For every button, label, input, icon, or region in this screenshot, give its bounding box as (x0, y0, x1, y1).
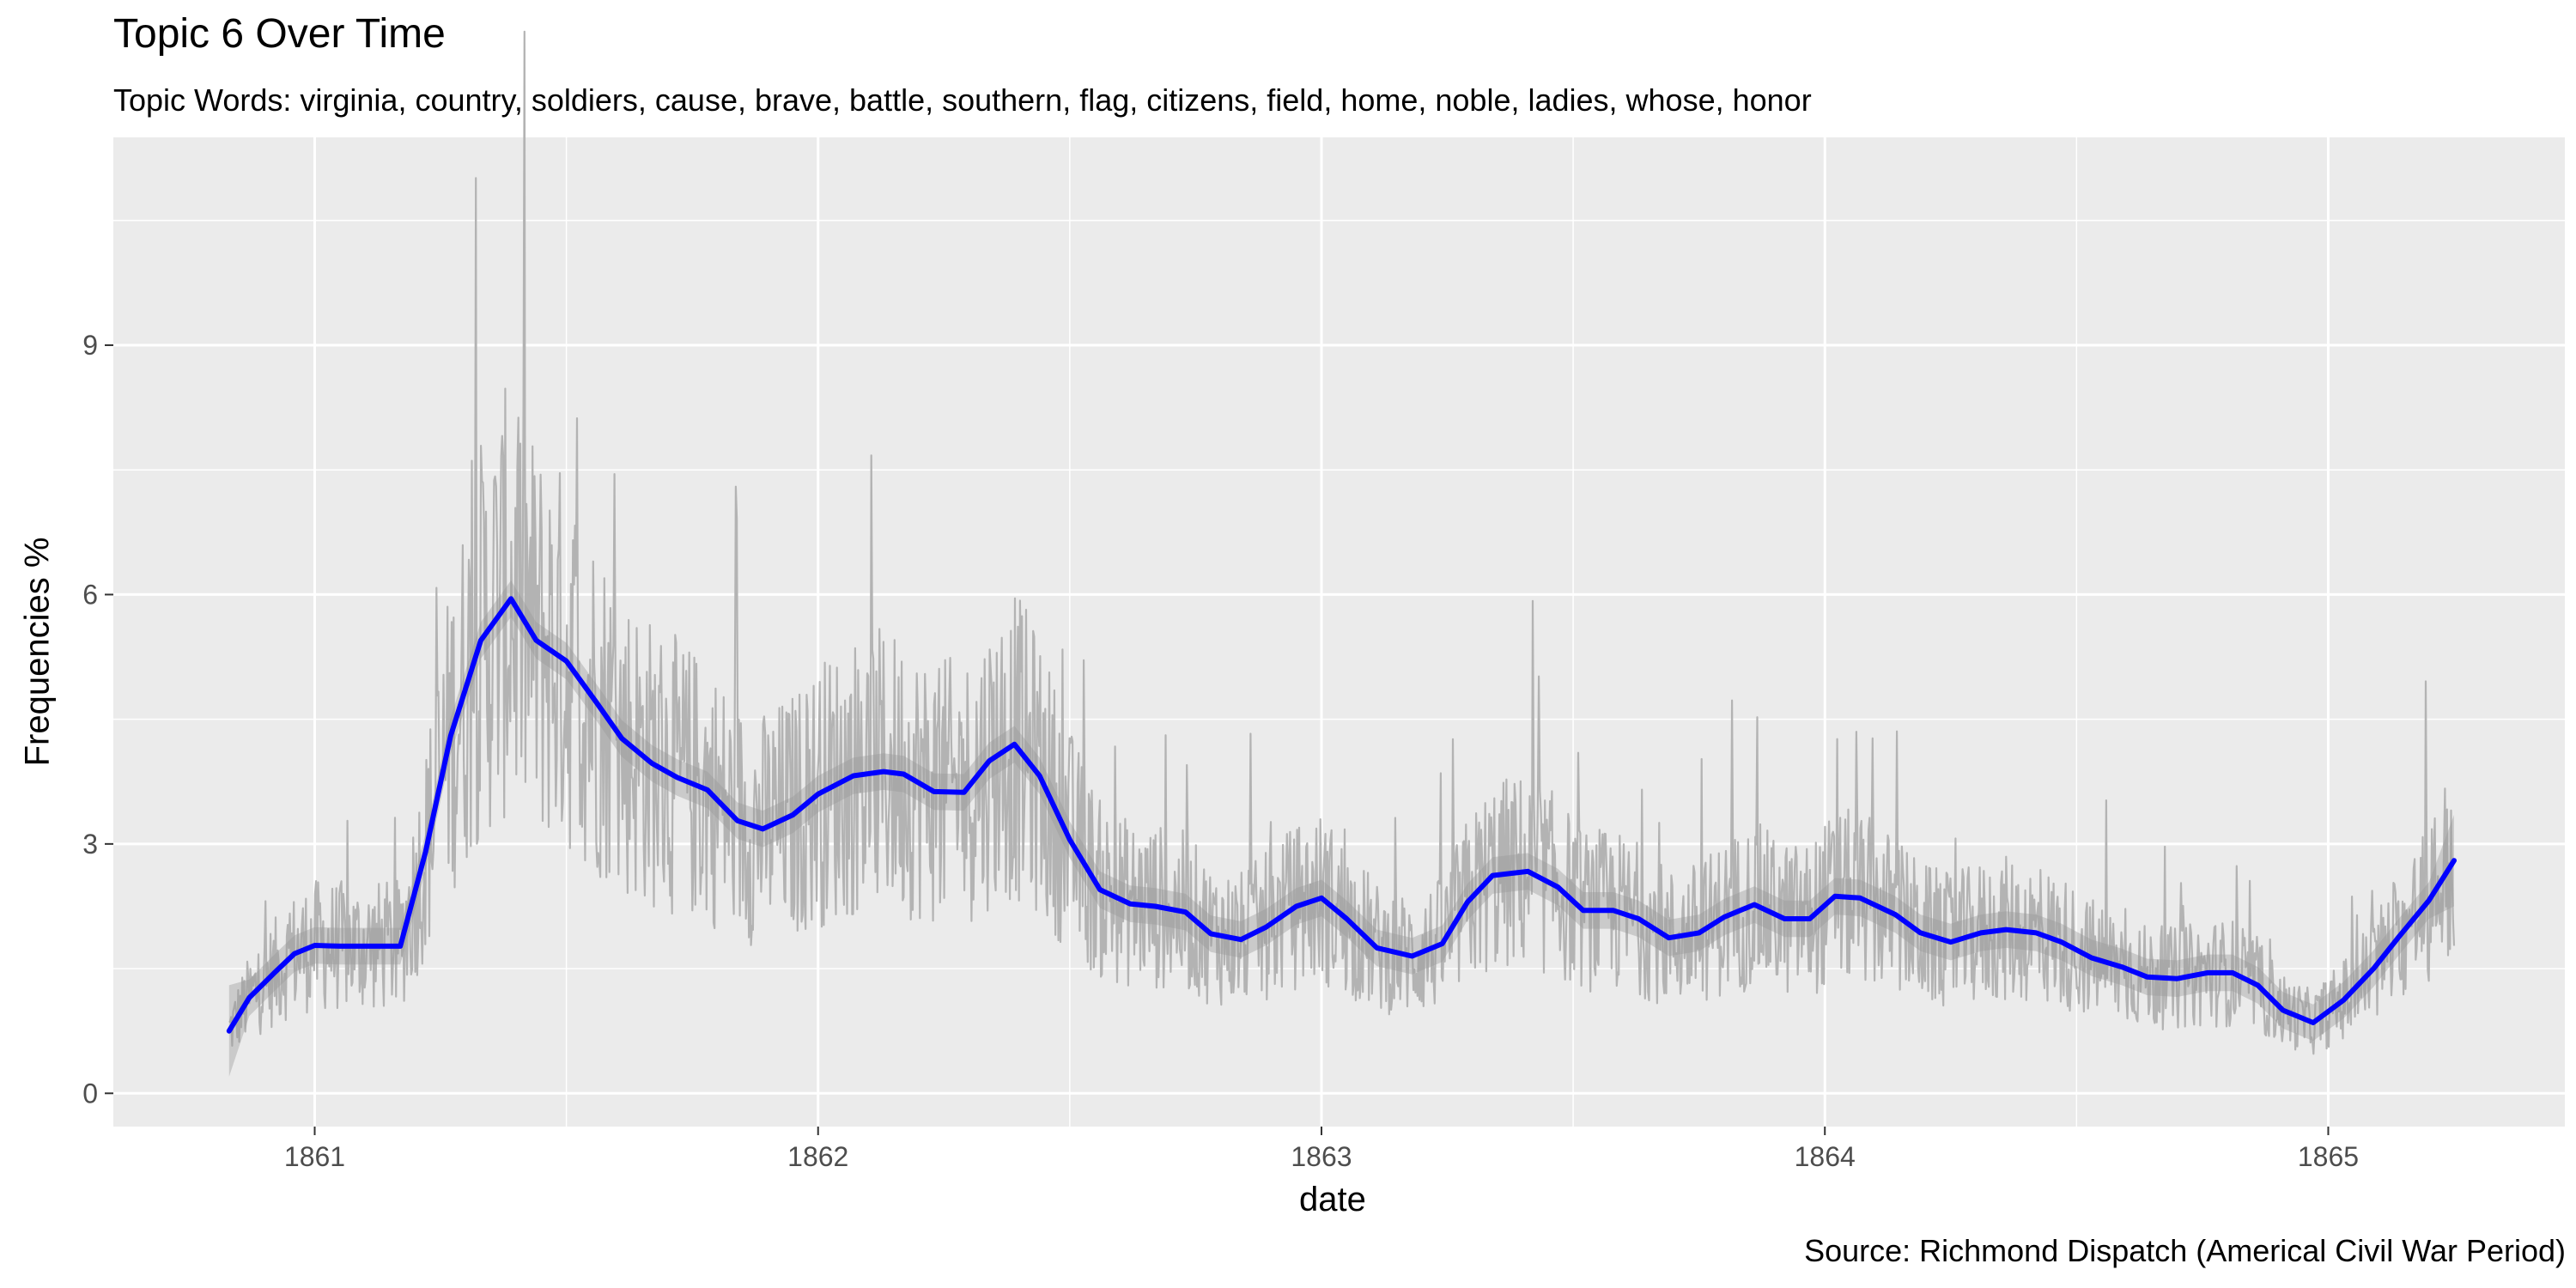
x-axis: 1861 1862 1863 1864 1865 (284, 1127, 2359, 1172)
chart-caption: Source: Richmond Dispatch (Americal Civi… (1804, 1233, 2566, 1268)
raw-series-line (228, 30, 2456, 1055)
raw-frequency-series (228, 30, 2456, 1055)
smoothed-trend-line (226, 596, 2457, 1034)
y-tick-label: 6 (82, 579, 98, 610)
y-axis: 0 3 6 9 (82, 330, 113, 1109)
x-tick-label: 1865 (2298, 1141, 2359, 1172)
y-tick-label: 9 (82, 330, 98, 361)
y-tick-label: 0 (82, 1078, 98, 1109)
x-axis-label: date (1299, 1181, 1366, 1218)
x-tick-label: 1861 (284, 1141, 345, 1172)
x-tick-label: 1863 (1291, 1141, 1352, 1172)
x-tick-label: 1864 (1795, 1141, 1856, 1172)
chart-title: Topic 6 Over Time (113, 11, 446, 57)
y-tick-label: 3 (82, 829, 98, 860)
y-axis-label: Frequencies % (18, 537, 57, 767)
x-tick-label: 1862 (787, 1141, 848, 1172)
chart-subtitle: Topic Words: virginia, country, soldiers… (113, 82, 1812, 118)
